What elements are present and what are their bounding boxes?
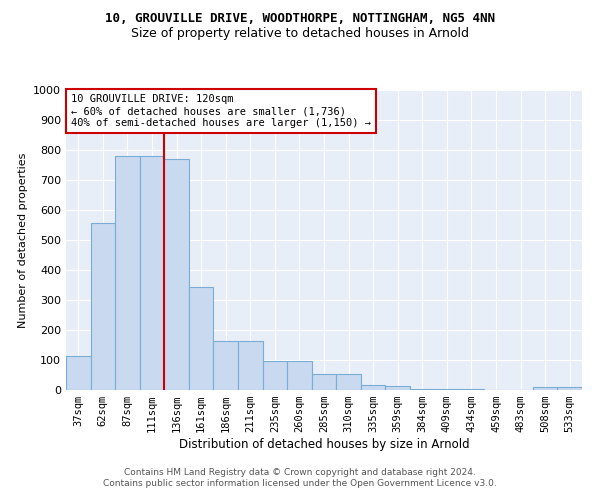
- Bar: [287, 360, 312, 390]
- Text: 10, GROUVILLE DRIVE, WOODTHORPE, NOTTINGHAM, NG5 4NN: 10, GROUVILLE DRIVE, WOODTHORPE, NOTTING…: [105, 12, 495, 26]
- Bar: [361, 384, 385, 390]
- Text: 10 GROUVILLE DRIVE: 120sqm
← 60% of detached houses are smaller (1,736)
40% of s: 10 GROUVILLE DRIVE: 120sqm ← 60% of deta…: [71, 94, 371, 128]
- Bar: [557, 387, 582, 390]
- Bar: [533, 387, 557, 390]
- Bar: [214, 340, 238, 390]
- Bar: [66, 356, 91, 390]
- Bar: [312, 374, 336, 390]
- X-axis label: Distribution of detached houses by size in Arnold: Distribution of detached houses by size …: [179, 438, 469, 451]
- Bar: [263, 360, 287, 390]
- Bar: [164, 159, 189, 390]
- Bar: [385, 386, 410, 390]
- Bar: [238, 340, 263, 390]
- Bar: [336, 374, 361, 390]
- Bar: [189, 287, 214, 390]
- Bar: [434, 388, 459, 390]
- Bar: [91, 222, 115, 390]
- Bar: [115, 156, 140, 390]
- Text: Contains HM Land Registry data © Crown copyright and database right 2024.
Contai: Contains HM Land Registry data © Crown c…: [103, 468, 497, 487]
- Y-axis label: Number of detached properties: Number of detached properties: [17, 152, 28, 328]
- Bar: [140, 156, 164, 390]
- Bar: [410, 388, 434, 390]
- Text: Size of property relative to detached houses in Arnold: Size of property relative to detached ho…: [131, 28, 469, 40]
